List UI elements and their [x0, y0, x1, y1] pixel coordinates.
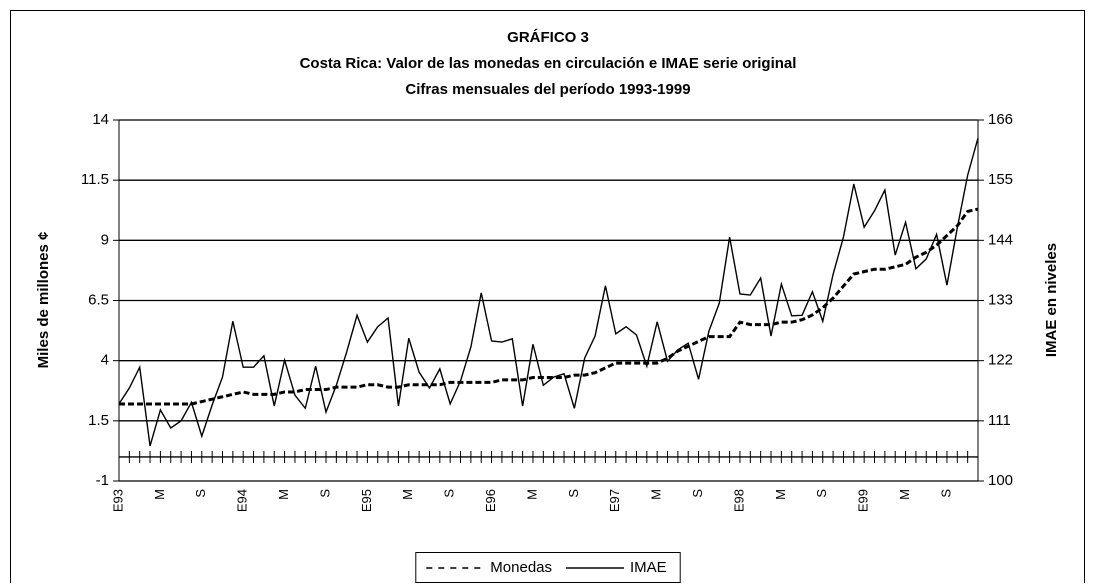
x-tick-label: E93 — [110, 489, 125, 512]
y2-tick-label: 155 — [988, 171, 1013, 188]
x-tick-label: M — [649, 489, 664, 500]
chart-subtitle: Cifras mensuales del período 1993-1999 — [405, 81, 690, 98]
chart-subtitle: Costa Rica: Valor de las monedas en circ… — [300, 55, 797, 72]
x-tick-label: S — [566, 489, 581, 498]
y2-tick-label: 100 — [988, 472, 1013, 489]
chart-frame — [10, 10, 1085, 588]
y-tick-label: -1 — [96, 472, 109, 489]
x-tick-label: S — [317, 489, 332, 498]
x-tick-label: E94 — [235, 489, 250, 512]
x-tick-label: M — [276, 489, 291, 500]
y2-tick-label: 144 — [988, 231, 1013, 248]
series-line — [119, 207, 979, 406]
x-tick-label: E95 — [359, 489, 374, 512]
x-tick-label: S — [814, 489, 829, 498]
y-tick-label: 9 — [101, 231, 109, 248]
y-tick-label: 1.5 — [88, 412, 109, 429]
y2-tick-label: 166 — [988, 111, 1013, 128]
series-line — [118, 137, 979, 447]
y2-tick-label: 111 — [988, 412, 1011, 429]
legend: Monedas IMAE — [415, 552, 681, 583]
y-axis-title: Miles de millones ¢ — [35, 232, 52, 369]
y2-tick-label: 122 — [988, 352, 1013, 369]
x-tick-label: E99 — [856, 489, 871, 512]
y-tick-label: 4 — [101, 352, 109, 369]
legend-label: Monedas — [490, 559, 552, 576]
y2-tick-label: 133 — [988, 291, 1013, 308]
x-tick-label: E98 — [731, 489, 746, 512]
x-tick-label: E96 — [483, 489, 498, 512]
x-tick-label: M — [152, 489, 167, 500]
x-tick-label: S — [442, 489, 457, 498]
x-tick-label: S — [938, 489, 953, 498]
x-tick-label: E97 — [607, 489, 622, 512]
x-tick-label: M — [897, 489, 912, 500]
x-tick-label: S — [690, 489, 705, 498]
legend-label: IMAE — [630, 559, 667, 576]
y2-axis-title: IMAE en niveles — [1043, 243, 1060, 357]
chart-title: GRÁFICO 3 — [507, 29, 589, 46]
legend-box — [415, 552, 681, 583]
x-tick-label: M — [773, 489, 788, 500]
x-tick-label: M — [400, 489, 415, 500]
x-tick-label: S — [193, 489, 208, 498]
y-tick-label: 11.5 — [81, 171, 109, 188]
y-tick-label: 14 — [92, 111, 109, 128]
y-tick-label: 6.5 — [88, 291, 109, 308]
x-tick-label: M — [524, 489, 539, 500]
